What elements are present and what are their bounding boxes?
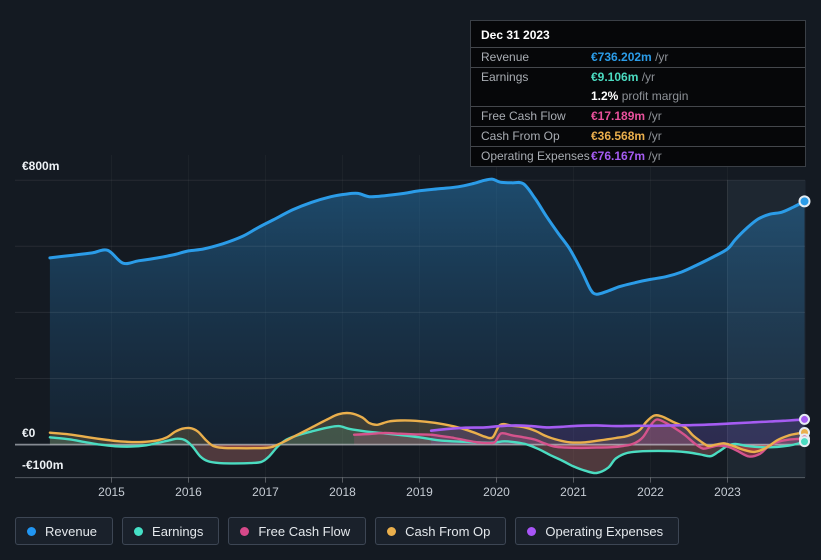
tooltip-suffix: /yr bbox=[651, 50, 669, 64]
tooltip-date: Dec 31 2023 bbox=[471, 21, 805, 48]
tooltip-value: €9.106m bbox=[591, 70, 639, 84]
chart-legend: Revenue Earnings Free Cash Flow Cash From O… bbox=[15, 517, 680, 545]
legend-item-cashop[interactable]: Cash From Op bbox=[375, 517, 507, 545]
legend-label: Operating Expenses bbox=[545, 523, 664, 539]
x-axis-label-2020: 2020 bbox=[483, 485, 510, 499]
cashop-line bbox=[48, 411, 805, 454]
legend-label: Revenue bbox=[45, 523, 98, 539]
revenue-legend-dot-icon bbox=[27, 526, 36, 536]
revenue-line bbox=[48, 177, 805, 296]
legend-item-revenue[interactable]: Revenue bbox=[15, 517, 114, 545]
tooltip-value: €736.202m bbox=[591, 50, 652, 64]
opex-end-dot[interactable] bbox=[799, 413, 810, 425]
series-end-dots bbox=[798, 195, 811, 448]
tooltip-row-cashop: Cash From Op €36.568m /yr bbox=[471, 126, 805, 146]
tooltip-label: Operating Expenses bbox=[481, 149, 590, 163]
cashop-area bbox=[49, 412, 805, 452]
legend-item-opex[interactable]: Operating Expenses bbox=[515, 517, 680, 545]
tooltip-value: €76.167m bbox=[591, 149, 646, 163]
x-axis-label-2022: 2022 bbox=[637, 485, 664, 499]
tooltip-label: Earnings bbox=[481, 70, 529, 84]
x-axis-label-2016: 2016 bbox=[175, 485, 202, 499]
tooltip-label: Cash From Op bbox=[481, 129, 560, 143]
fcf-line bbox=[352, 418, 805, 458]
earnings-area bbox=[49, 426, 805, 474]
tooltip-row-revenue: Revenue €736.202m /yr bbox=[471, 48, 805, 67]
earnings-line bbox=[48, 424, 805, 475]
x-axis-label-2021: 2021 bbox=[560, 485, 587, 499]
tooltip-row-fcf: Free Cash Flow €17.189m /yr bbox=[471, 106, 805, 126]
tooltip-value: €36.568m bbox=[591, 129, 646, 143]
earnings-legend-dot-icon bbox=[134, 526, 144, 536]
x-axis-label-2017: 2017 bbox=[252, 485, 279, 499]
earnings-negative-area bbox=[99, 444, 795, 474]
fcf-legend-dot-icon bbox=[240, 526, 250, 536]
x-axis-label-2019: 2019 bbox=[406, 485, 433, 499]
legend-item-earnings[interactable]: Earnings bbox=[122, 517, 220, 545]
profit-margin-text: profit margin bbox=[618, 89, 689, 103]
legend-label: Earnings bbox=[152, 523, 204, 539]
tooltip-value: €17.189m bbox=[591, 109, 646, 123]
tooltip-row-profit-margin: 1.2% profit margin bbox=[471, 87, 805, 106]
x-axis-label-2023: 2023 bbox=[714, 485, 741, 499]
earnings-end-dot[interactable] bbox=[799, 436, 810, 448]
legend-label: Cash From Op bbox=[405, 523, 491, 539]
opex-line bbox=[429, 418, 805, 432]
x-axis-label-2018: 2018 bbox=[329, 485, 356, 499]
revenue-end-dot[interactable] bbox=[798, 195, 811, 208]
opex-legend-dot-icon bbox=[527, 526, 537, 536]
y-axis-label-0: €0 bbox=[22, 426, 36, 440]
series-lines bbox=[48, 177, 805, 475]
legend-label: Free Cash Flow bbox=[258, 523, 351, 539]
data-tooltip: Dec 31 2023 Revenue €736.202m /yr Earnin… bbox=[470, 20, 806, 167]
y-axis-label-800m: €800m bbox=[22, 159, 60, 173]
tooltip-row-opex: Operating Expenses €76.167m /yr bbox=[471, 146, 805, 166]
series-areas bbox=[49, 179, 805, 474]
tooltip-suffix: /yr bbox=[645, 149, 662, 163]
tooltip-label: Revenue bbox=[481, 50, 530, 64]
tooltip-row-earnings: Earnings €9.106m /yr bbox=[471, 67, 805, 87]
tooltip-suffix: /yr bbox=[638, 70, 656, 84]
y-axis-label-neg100m: -€100m bbox=[22, 458, 64, 472]
tooltip-label: Free Cash Flow bbox=[481, 109, 566, 123]
profit-margin-value: 1.2% bbox=[591, 89, 619, 103]
tooltip-suffix: /yr bbox=[645, 109, 662, 123]
cashop-legend-dot-icon bbox=[387, 526, 397, 536]
legend-item-fcf[interactable]: Free Cash Flow bbox=[228, 517, 367, 545]
revenue-area bbox=[49, 179, 805, 445]
tooltip-suffix: /yr bbox=[645, 129, 662, 143]
x-axis-label-2015: 2015 bbox=[98, 485, 125, 499]
